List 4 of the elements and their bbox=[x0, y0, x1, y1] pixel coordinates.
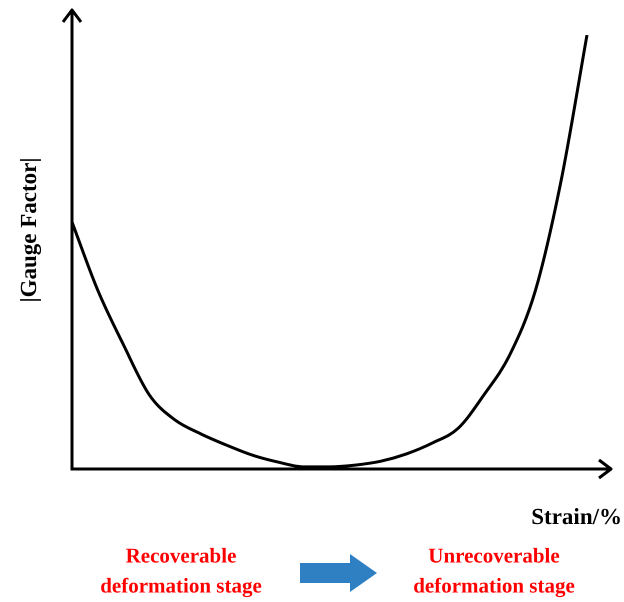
text: Recoverable deformation stage bbox=[100, 543, 262, 598]
y-axis-title: |Gauge Factor| bbox=[16, 158, 42, 302]
x-axis-title: Strain/% bbox=[531, 504, 622, 529]
text: Unrecoverable deformation stage bbox=[413, 543, 575, 598]
